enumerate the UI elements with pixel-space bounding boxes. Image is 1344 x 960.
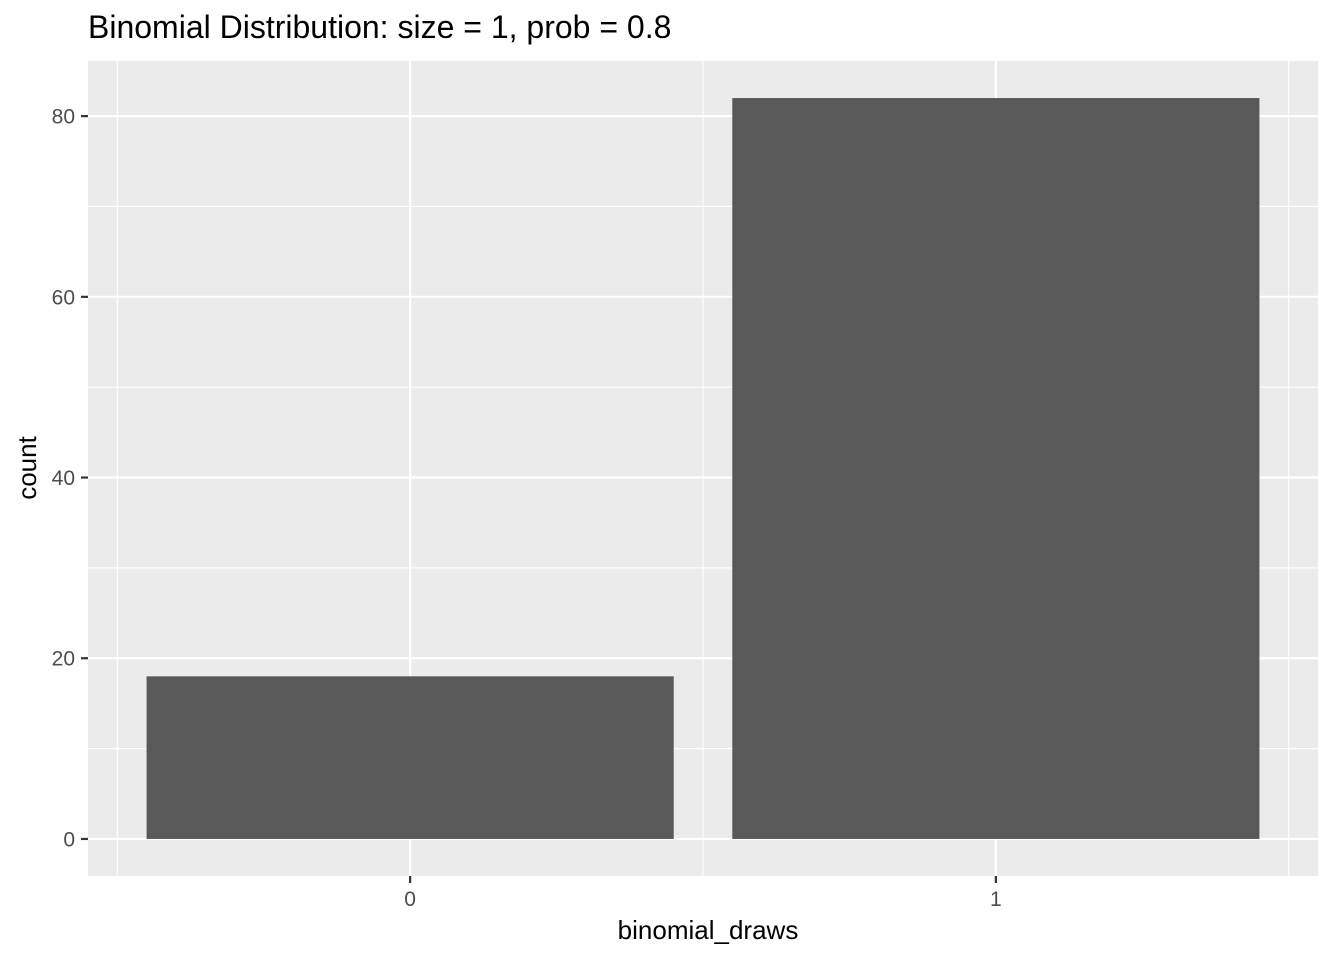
x-tick-label: 1	[990, 888, 1002, 911]
chart-title: Binomial Distribution: size = 1, prob = …	[88, 9, 671, 45]
y-tick-label: 0	[63, 828, 75, 851]
y-tick-label: 80	[52, 106, 75, 129]
bar-1	[732, 98, 1260, 839]
bar-0	[146, 676, 674, 839]
y-tick-label: 60	[52, 286, 75, 309]
x-axis-title: binomial_draws	[618, 915, 799, 945]
y-tick-label: 40	[52, 467, 75, 490]
y-axis: 0 20 40 60 80	[52, 106, 88, 851]
y-axis-title: count	[12, 435, 42, 499]
x-tick-label: 0	[404, 888, 416, 911]
y-tick-label: 20	[52, 648, 75, 671]
bars	[146, 98, 1260, 839]
